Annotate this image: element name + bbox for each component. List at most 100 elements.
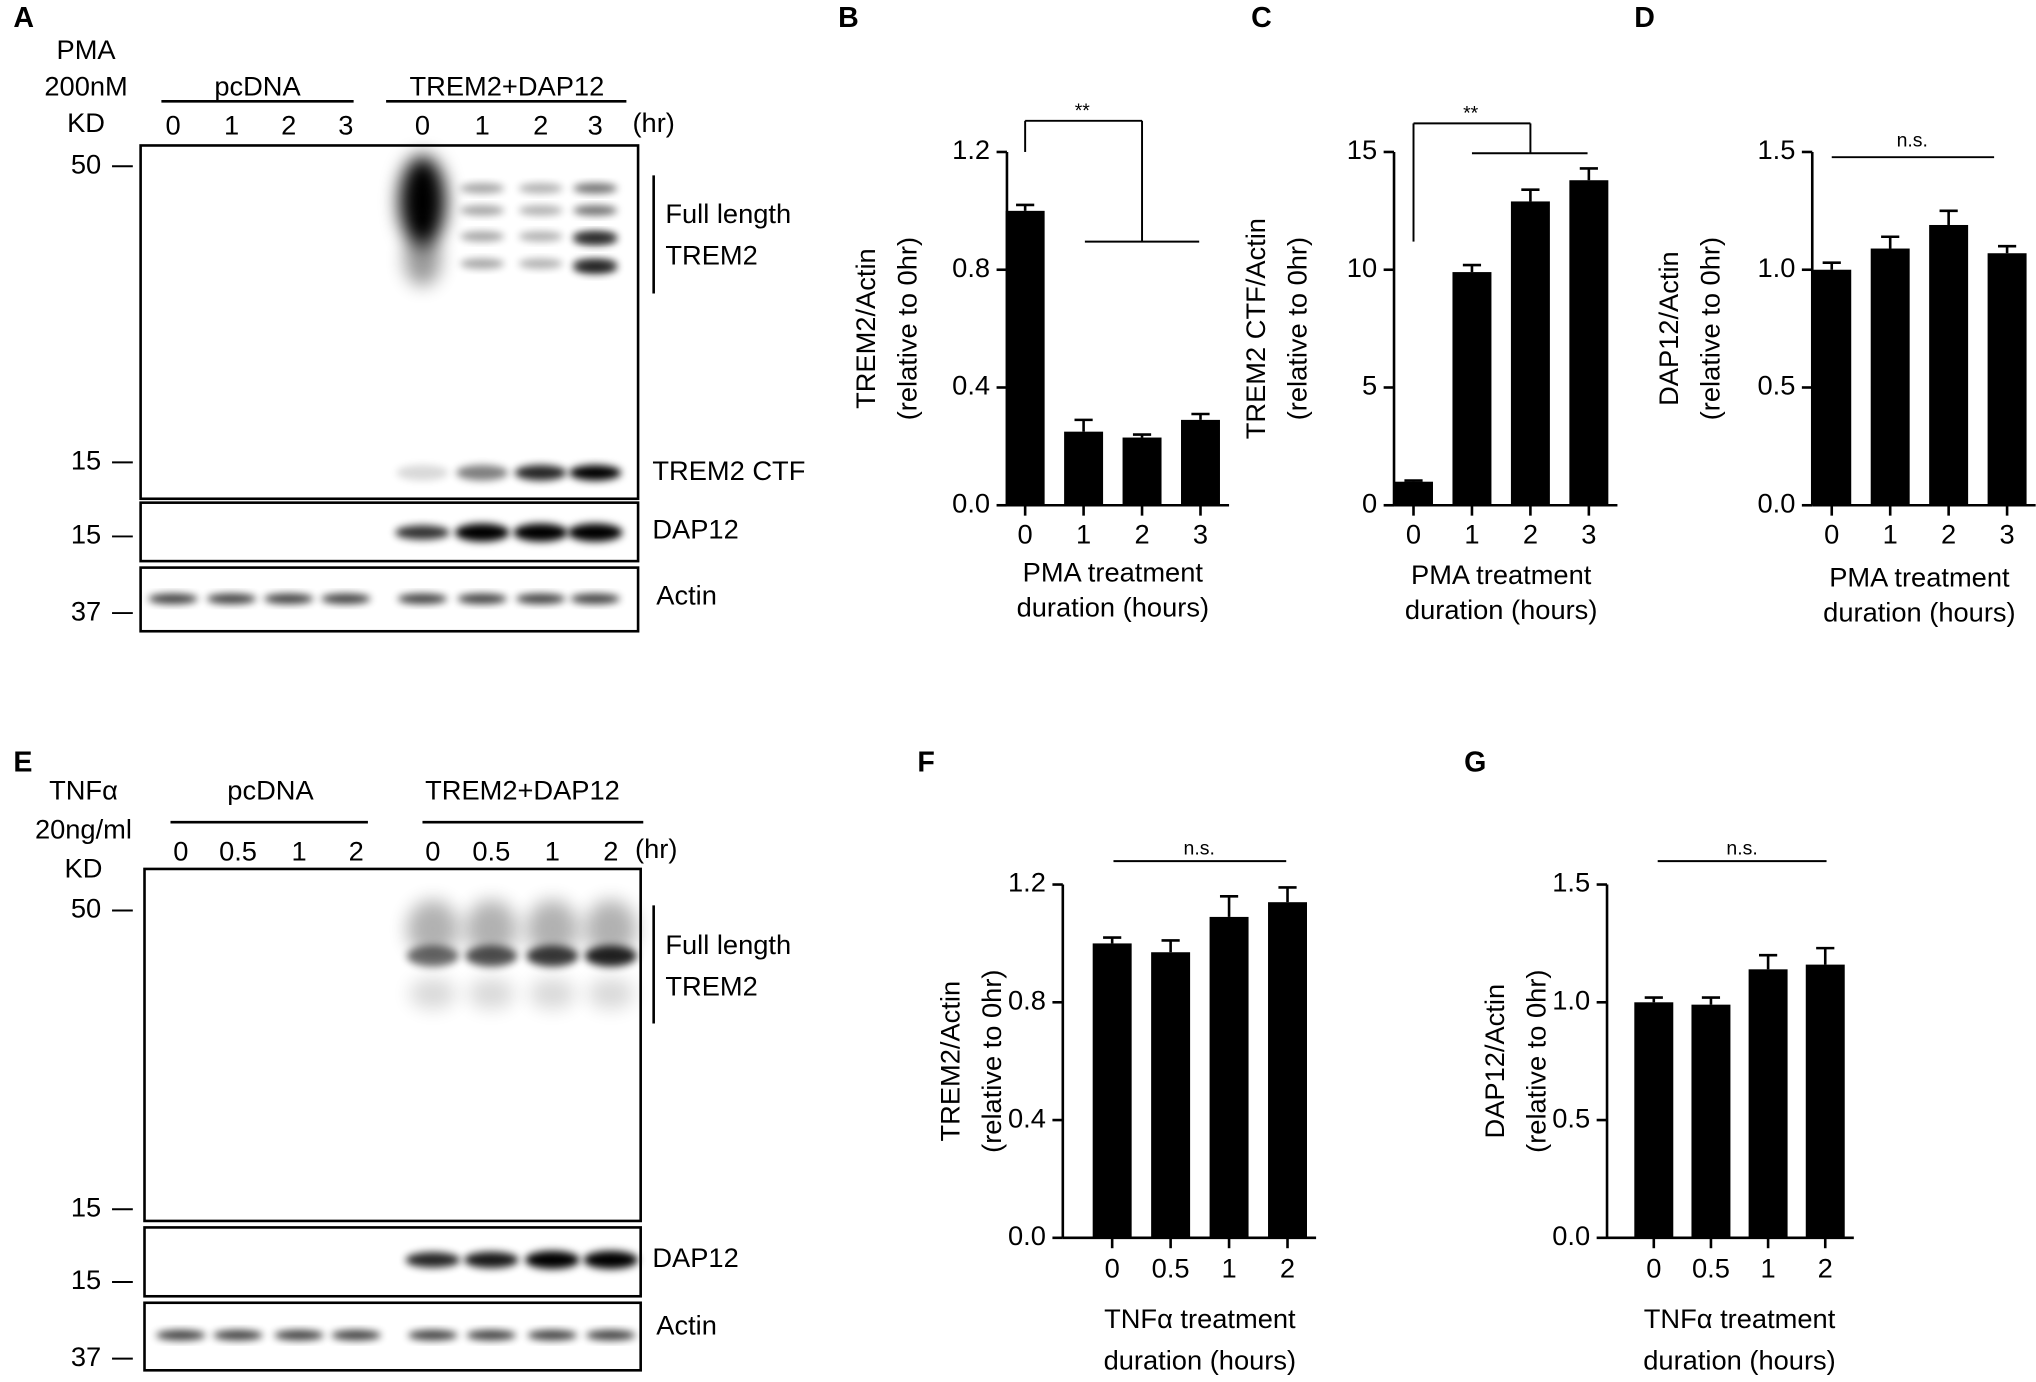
band-label: Full length (665, 929, 791, 960)
x-axis-label: TNFα treatment (1104, 1303, 1296, 1334)
band-label: Full length (665, 198, 791, 229)
bar (1510, 201, 1550, 506)
y-tick-label: 10 (1347, 252, 1377, 283)
blot-frame (139, 144, 640, 501)
bar (1691, 1004, 1731, 1238)
panel-letter: G (1464, 746, 1486, 778)
error-bar (1404, 479, 1423, 482)
panel-letter: E (13, 746, 32, 778)
lane-label: 2 (603, 836, 618, 867)
bar (1805, 964, 1845, 1238)
band (396, 464, 449, 481)
band (518, 258, 563, 269)
bar (1151, 952, 1191, 1238)
band (454, 523, 510, 542)
error-bar (1521, 188, 1540, 202)
band (395, 525, 450, 540)
band (460, 258, 505, 269)
x-tick-label: 3 (2000, 519, 2015, 550)
error-bar (1822, 261, 1841, 270)
y-tick-label: 0.0 (1552, 1220, 1590, 1251)
band-label: TREM2 CTF (652, 455, 805, 486)
band (584, 900, 637, 958)
y-tick-label: 0.0 (1008, 1220, 1046, 1251)
blot-frame (143, 867, 642, 1223)
band (528, 978, 576, 1010)
y-tick-label: 0.5 (1552, 1102, 1590, 1133)
band (526, 945, 579, 967)
y-tick-label: 1.2 (952, 134, 990, 165)
error-bar (1103, 936, 1122, 944)
error-bar (1997, 244, 2017, 254)
lane-label: 2 (533, 109, 548, 140)
band (397, 593, 448, 604)
lane-label: 2 (281, 109, 296, 140)
significance-label: n.s. (1897, 130, 1928, 152)
blot-bands (148, 155, 623, 604)
x-axis-label: duration (hours) (1017, 591, 1209, 622)
panel-letter: A (13, 2, 34, 34)
y-axis-label: TREM2 CTF/Actin (1240, 218, 1271, 439)
x-axis-label: duration (hours) (1823, 597, 2015, 628)
x-tick-label: 0 (1105, 1253, 1120, 1284)
error-bar (1939, 209, 1958, 225)
bar (1748, 969, 1788, 1238)
error-bar (1579, 167, 1598, 181)
band (573, 205, 618, 216)
band (466, 1330, 516, 1341)
bar (1452, 272, 1492, 506)
lane-label: 3 (588, 109, 603, 140)
mw-marker: 15 (71, 1191, 101, 1222)
x-axis-label: duration (hours) (1104, 1345, 1296, 1376)
band (206, 593, 257, 604)
y-axis-label: (relative to 0hr) (1281, 237, 1312, 420)
error-bar (1161, 939, 1180, 953)
band (518, 205, 563, 216)
x-tick-label: 0 (1406, 519, 1421, 550)
band (213, 1330, 263, 1341)
y-tick-label: 5 (1362, 370, 1377, 401)
mw-marker: 37 (71, 595, 101, 626)
y-tick-label: 15 (1347, 134, 1377, 165)
band-label: Actin (656, 1310, 717, 1341)
band (264, 593, 314, 604)
x-tick-label: 2 (1134, 519, 1149, 550)
bar (1569, 180, 1609, 506)
band (274, 1330, 324, 1341)
x-tick-label: 2 (1818, 1253, 1833, 1284)
error-bar (1016, 203, 1035, 211)
bar (1870, 248, 1910, 506)
blot-frame (139, 501, 640, 563)
x-axis-label: PMA treatment (1411, 559, 1592, 590)
x-tick-label: 1 (1076, 519, 1091, 550)
y-tick-label: 0.4 (952, 370, 990, 401)
band (569, 464, 622, 481)
y-axis-label: (relative to 0hr) (892, 237, 923, 420)
lane-label: 0 (173, 836, 188, 867)
y-tick-label: 0.8 (1008, 984, 1046, 1015)
band (409, 978, 457, 1010)
lane-label: 0 (425, 836, 440, 867)
band (408, 1330, 458, 1341)
y-axis-label: (relative to 0hr) (1694, 237, 1725, 420)
blot-bands (156, 900, 639, 1341)
error-bar (1074, 418, 1093, 432)
band (460, 183, 505, 194)
band (460, 205, 505, 216)
error-bar (1278, 886, 1297, 903)
significance-label: n.s. (1726, 838, 1757, 860)
y-tick-label: 1.5 (1552, 867, 1590, 898)
group-label: pcDNA (227, 775, 314, 806)
lane-label: 1 (545, 836, 560, 867)
lane-label: 1 (224, 109, 239, 140)
bar (1209, 916, 1249, 1238)
y-tick-label: 1.0 (1757, 252, 1795, 283)
band (567, 523, 623, 542)
y-axis-label: (relative to 0hr) (976, 969, 1007, 1152)
band-label: DAP12 (652, 1242, 738, 1273)
lane-label: 1 (475, 109, 490, 140)
bar (1929, 224, 1969, 506)
y-tick-label: 1.0 (1552, 984, 1590, 1015)
x-tick-label: 3 (1193, 519, 1208, 550)
band (460, 231, 505, 242)
